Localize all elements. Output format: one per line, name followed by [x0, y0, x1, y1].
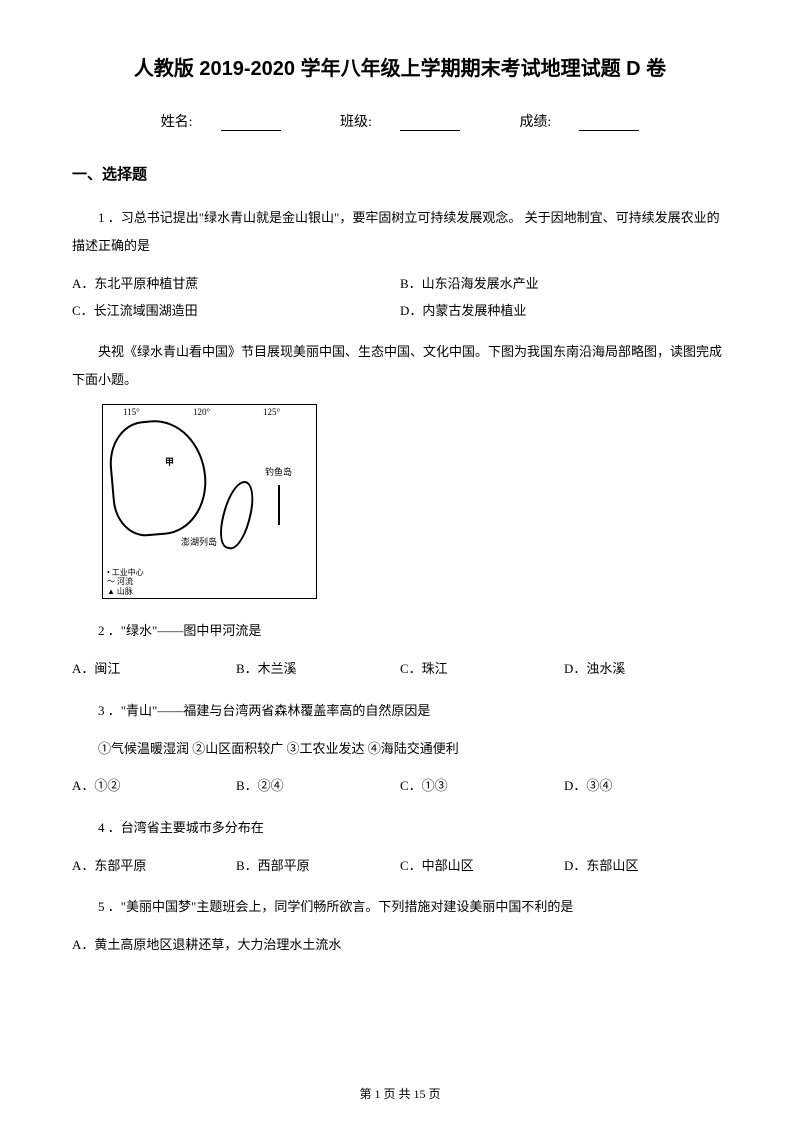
q2-options: A．闽江 B．木兰溪 C．珠江 D．浊水溪	[72, 655, 728, 682]
q4-option-b[interactable]: B．西部平原	[236, 852, 400, 879]
form-row: 姓名: 班级: 成绩:	[72, 111, 728, 131]
passage-1: 央视《绿水青山看中国》节目展现美丽中国、生态中国、文化中国。下图为我国东南沿海局…	[72, 338, 728, 394]
q4-options: A．东部平原 B．西部平原 C．中部山区 D．东部山区	[72, 852, 728, 879]
map-legend-2: ～ 河流	[107, 577, 144, 587]
class-label: 班级:	[326, 115, 474, 130]
q5-option-a[interactable]: A．黄土高原地区退耕还草，大力治理水土流水	[72, 931, 728, 958]
q1-options: A．东北平原种植甘蔗 B．山东沿海发展水产业 C．长江流域围湖造田 D．内蒙古发…	[72, 270, 728, 325]
map-scale-bar	[278, 485, 280, 525]
map-lon-115: 115°	[123, 407, 140, 417]
map-legend: • 工业中心 ～ 河流 ▲ 山脉	[107, 568, 144, 597]
page-title: 人教版 2019-2020 学年八年级上学期期末考试地理试题 D 卷	[72, 52, 728, 81]
map-legend-1: • 工业中心	[107, 568, 144, 578]
q4-option-c[interactable]: C．中部山区	[400, 852, 564, 879]
name-label: 姓名:	[147, 115, 295, 130]
map-mainland-shape	[106, 416, 211, 539]
score-blank[interactable]	[579, 117, 639, 131]
q2-option-a[interactable]: A．闽江	[72, 655, 236, 682]
q1-stem: 1 ．习总书记提出"绿水青山就是金山银山"，要牢固树立可持续发展观念。 关于因地…	[72, 204, 728, 260]
q1-option-c[interactable]: C．长江流域围湖造田	[72, 297, 400, 324]
q3-options: A．①② B．②④ C．①③ D．③④	[72, 772, 728, 799]
map-label-jia: 甲	[165, 455, 174, 468]
q5-stem: 5 ．"美丽中国梦"主题班会上，同学们畅所欲言。下列措施对建设美丽中国不利的是	[72, 893, 728, 921]
map-lon-125: 125°	[263, 407, 280, 417]
name-blank[interactable]	[221, 117, 281, 131]
map-figure: 115° 120° 125° 甲 钓鱼岛 澎湖列岛 • 工业中心 ～ 河流 ▲ …	[102, 404, 317, 599]
section-heading: 一、选择题	[72, 163, 728, 184]
q3-option-b[interactable]: B．②④	[236, 772, 400, 799]
q3-option-a[interactable]: A．①②	[72, 772, 236, 799]
q1-option-d[interactable]: D．内蒙古发展种植业	[400, 297, 728, 324]
q4-stem: 4 ．台湾省主要城市多分布在	[72, 814, 728, 842]
q2-option-b[interactable]: B．木兰溪	[236, 655, 400, 682]
map-legend-3: ▲ 山脉	[107, 587, 144, 597]
q5-options: A．黄土高原地区退耕还草，大力治理水土流水	[72, 931, 728, 958]
q3-option-d[interactable]: D．③④	[564, 772, 728, 799]
q1-option-b[interactable]: B．山东沿海发展水产业	[400, 270, 728, 297]
score-label: 成绩:	[505, 115, 653, 130]
q3-stem: 3 ．"青山"——福建与台湾两省森林覆盖率高的自然原因是	[72, 697, 728, 725]
q3-option-c[interactable]: C．①③	[400, 772, 564, 799]
map-label-penghu: 澎湖列岛	[181, 535, 217, 548]
q2-option-c[interactable]: C．珠江	[400, 655, 564, 682]
class-blank[interactable]	[400, 117, 460, 131]
q2-option-d[interactable]: D．浊水溪	[564, 655, 728, 682]
q4-option-a[interactable]: A．东部平原	[72, 852, 236, 879]
page-footer: 第 1 页 共 15 页	[0, 1085, 800, 1102]
map-taiwan-shape	[214, 478, 259, 553]
q1-option-a[interactable]: A．东北平原种植甘蔗	[72, 270, 400, 297]
q4-option-d[interactable]: D．东部山区	[564, 852, 728, 879]
q2-stem: 2 ．"绿水"——图中甲河流是	[72, 617, 728, 645]
q3-items: ①气候温暖湿润 ②山区面积较广 ③工农业发达 ④海陆交通便利	[72, 735, 728, 763]
map-label-diaoyu: 钓鱼岛	[265, 465, 292, 478]
map-lon-120: 120°	[193, 407, 210, 417]
